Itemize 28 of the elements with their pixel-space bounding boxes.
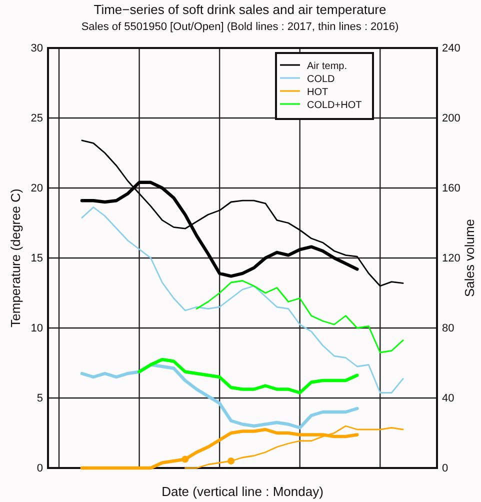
chart-subtitle: Sales of 5501950 [Out/Open] (Bold lines : 2017, thin lines : 2016) [81, 21, 399, 33]
y-tick-label: 25 [30, 112, 43, 125]
y-tick-label: 20 [30, 182, 43, 195]
line-series [196, 280, 404, 354]
y-tick-label: 10 [30, 322, 43, 335]
y-axis-title: Temperature (degree C) [8, 188, 23, 328]
y2-tick-label: 240 [442, 42, 460, 55]
y-tick-label: 30 [30, 42, 43, 55]
y2-tick-label: 200 [442, 112, 460, 125]
y-tick-label: 15 [30, 252, 43, 265]
x-axis-title: Date (vertical line : Monday) [162, 484, 324, 499]
line-series [138, 358, 359, 394]
y2-tick-label: 160 [442, 182, 460, 195]
y2-tick-label: 120 [442, 252, 460, 265]
y-tick-label: 5 [36, 392, 43, 405]
legend-label: COLD+HOT [307, 100, 362, 111]
line-series [80, 363, 359, 430]
y2-tick-label: 0 [442, 462, 448, 475]
legend-label: Air temp. [307, 61, 348, 72]
line-series [81, 206, 404, 394]
y-tick-label: 0 [36, 462, 43, 475]
legend-label: COLD [307, 74, 335, 85]
chart-title: Time−series of soft drink sales and air temperature [94, 2, 386, 17]
y2-tick-label: 80 [442, 322, 454, 335]
legend-label: HOT [307, 87, 328, 98]
y2-axis-title: Sales volume [462, 218, 477, 298]
y2-tick-label: 40 [442, 392, 454, 405]
line-series [81, 140, 404, 287]
